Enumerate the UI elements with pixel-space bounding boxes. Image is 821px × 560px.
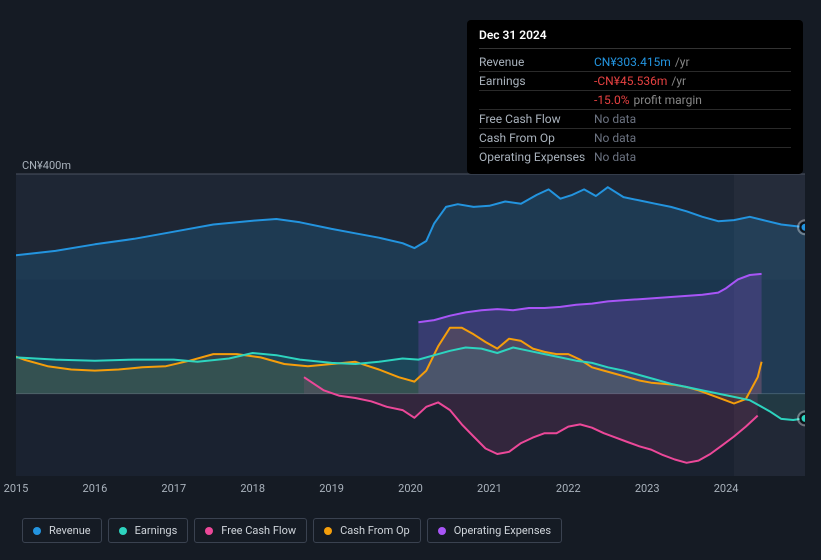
x-axis-label: 2021 <box>477 482 502 495</box>
chart-plot-area[interactable] <box>16 160 805 476</box>
tooltip-row-label: Earnings <box>479 74 594 88</box>
marker-dot-earnings <box>801 414 806 423</box>
legend-label: Revenue <box>49 524 91 537</box>
tooltip-row-label: Free Cash Flow <box>479 112 594 126</box>
tooltip-date: Dec 31 2024 <box>479 28 791 49</box>
x-axis-label: 2015 <box>4 482 29 495</box>
legend-dot-icon <box>205 527 213 535</box>
tooltip-row: Operating ExpensesNo data <box>479 148 791 166</box>
tooltip-row-label: Cash From Op <box>479 131 594 145</box>
tooltip-row: RevenueCN¥303.415m/yr <box>479 53 791 72</box>
x-axis-label: 2022 <box>556 482 581 495</box>
legend-item-opex[interactable]: Operating Expenses <box>427 518 562 543</box>
tooltip-row-value: CN¥303.415m <box>594 55 671 69</box>
legend-dot-icon <box>119 527 127 535</box>
legend-dot-icon <box>324 527 332 535</box>
marker-dot-revenue <box>801 223 806 232</box>
x-axis-label: 2017 <box>161 482 186 495</box>
chart-tooltip: Dec 31 2024 RevenueCN¥303.415m/yrEarning… <box>467 20 803 174</box>
tooltip-rows: RevenueCN¥303.415m/yrEarnings-CN¥45.536m… <box>479 53 791 166</box>
tooltip-row-label <box>479 93 594 107</box>
x-axis: 2015201620172018201920202021202220232024 <box>16 482 805 502</box>
x-axis-label: 2018 <box>240 482 265 495</box>
tooltip-row-value: -15.0% <box>594 93 630 107</box>
x-axis-label: 2016 <box>83 482 108 495</box>
tooltip-row-value: -CN¥45.536m <box>594 74 667 88</box>
legend-item-revenue[interactable]: Revenue <box>22 518 102 543</box>
x-axis-label: 2019 <box>319 482 344 495</box>
legend-label: Earnings <box>135 524 178 537</box>
tooltip-row: Earnings-CN¥45.536m/yr <box>479 72 791 91</box>
tooltip-row-nodata: No data <box>594 150 636 164</box>
chart-legend: Revenue Earnings Free Cash Flow Cash From O… <box>22 518 562 543</box>
legend-dot-icon <box>438 527 446 535</box>
tooltip-row: Free Cash FlowNo data <box>479 110 791 129</box>
legend-item-cfo[interactable]: Cash From Op <box>313 518 421 543</box>
legend-dot-icon <box>33 527 41 535</box>
tooltip-row-suffix: /yr <box>671 74 686 88</box>
tooltip-row-suffix: profit margin <box>634 93 702 107</box>
tooltip-row: -15.0% profit margin <box>479 91 791 110</box>
legend-label: Cash From Op <box>340 524 410 537</box>
legend-item-earnings[interactable]: Earnings <box>108 518 189 543</box>
tooltip-row-nodata: No data <box>594 112 636 126</box>
x-axis-label: 2023 <box>635 482 660 495</box>
legend-label: Free Cash Flow <box>221 524 296 537</box>
tooltip-row: Cash From OpNo data <box>479 129 791 148</box>
x-axis-label: 2024 <box>714 482 739 495</box>
chart-svg <box>16 160 805 476</box>
x-axis-label: 2020 <box>398 482 423 495</box>
legend-item-fcf[interactable]: Free Cash Flow <box>194 518 307 543</box>
tooltip-row-label: Revenue <box>479 55 594 69</box>
legend-label: Operating Expenses <box>454 524 551 537</box>
tooltip-row-nodata: No data <box>594 131 636 145</box>
tooltip-row-label: Operating Expenses <box>479 150 594 164</box>
tooltip-row-suffix: /yr <box>675 55 690 69</box>
